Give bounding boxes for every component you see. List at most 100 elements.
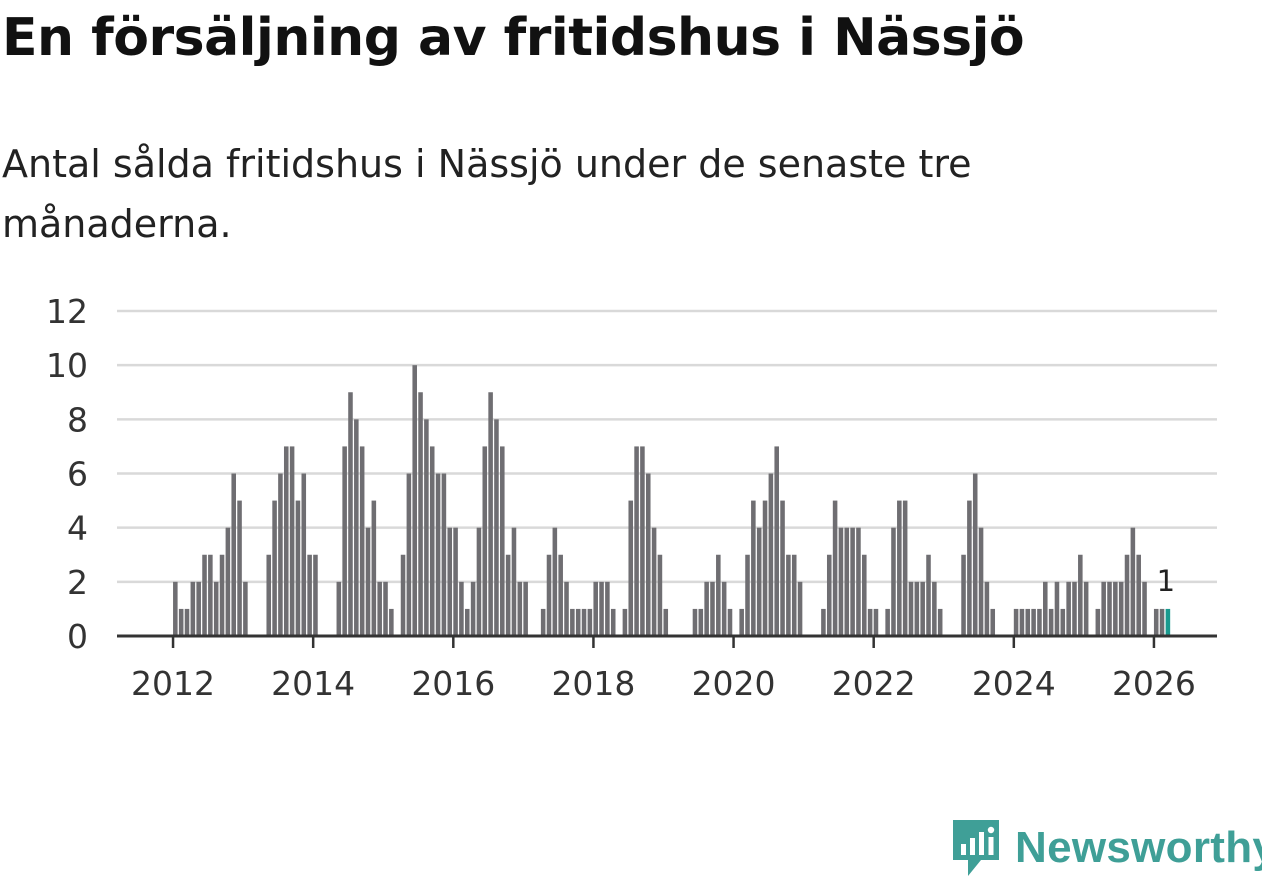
bar [354,419,359,636]
newsworthy-logo[interactable]: Newsworthy [951,818,1262,878]
bar [972,473,978,636]
gridlines [117,309,1217,584]
bar [447,527,453,636]
bar [704,581,709,636]
bar [873,608,879,636]
x-tick-label: 2024 [972,664,1056,703]
bar [289,446,295,636]
bar [400,554,406,636]
x-tick-label: 2018 [551,664,635,703]
bar [797,581,803,636]
bar [406,473,412,636]
data-labels: 1 [1157,564,1175,598]
x-tick-label: 2012 [131,664,215,703]
bar [926,554,931,636]
bar [359,446,365,636]
bar [1083,581,1089,636]
bar [453,527,458,636]
bar [587,608,593,636]
bar [1142,581,1147,636]
bar [645,473,651,636]
y-tick-label: 4 [67,509,88,548]
bar [897,500,902,636]
bar [1031,608,1036,636]
bar [1101,581,1106,636]
bar [213,581,219,636]
bar [272,500,277,636]
x-tick-label: 2020 [692,664,776,703]
bar [856,527,861,636]
bar [505,554,511,636]
bar [500,446,505,636]
bar [774,446,779,636]
bar [470,581,476,636]
bar [610,608,616,636]
bar [383,581,388,636]
bar [494,419,499,636]
bar [710,581,715,636]
bar [459,581,464,636]
bar [1078,554,1083,636]
bar [756,527,762,636]
bar [377,581,382,636]
y-tick-label: 8 [67,400,88,439]
bar [599,581,604,636]
bar [190,581,196,636]
bar [540,608,546,636]
bar [295,500,301,636]
bar [1136,554,1141,636]
highlight-value-label: 1 [1157,564,1175,598]
bar [961,554,966,636]
bar [867,608,873,636]
y-tick-label: 0 [67,617,88,656]
bar [476,527,482,636]
bar [1025,608,1031,636]
bar [821,608,826,636]
bar [739,608,744,636]
bar [768,473,774,636]
bar [1113,581,1118,636]
bar [1037,608,1042,636]
bar [622,608,628,636]
bar [278,473,283,636]
bar [196,581,201,636]
bar [628,500,634,636]
newsworthy-logo-icon [953,820,999,876]
bar [202,554,207,636]
y-axis-ticks: 0 2 4 6 8 10 12 [46,292,88,656]
bar [826,554,832,636]
bar [365,527,371,636]
bar [441,473,447,636]
bar [914,581,920,636]
bar [780,500,785,636]
bar [716,554,721,636]
bar [832,500,838,636]
bar [1066,581,1071,636]
bar [1153,608,1159,636]
bar [721,581,727,636]
bar [745,554,750,636]
bar [552,527,558,636]
bar [511,527,517,636]
bar [208,554,213,636]
bar [178,608,184,636]
bar [558,554,563,636]
bar [243,581,248,636]
bar [634,446,639,636]
bar [342,446,347,636]
bar [464,608,470,636]
bar [1107,581,1112,636]
bar [978,527,984,636]
bar [570,608,575,636]
bar [698,608,704,636]
bar [791,554,797,636]
bar [412,365,417,636]
bar [371,500,377,636]
bar [891,527,896,636]
chart-subtitle: Antal sålda fritidshus i Nässjö under de… [2,142,972,246]
bar [838,527,844,636]
bar [435,473,441,636]
bar [482,446,488,636]
bar [593,581,598,636]
